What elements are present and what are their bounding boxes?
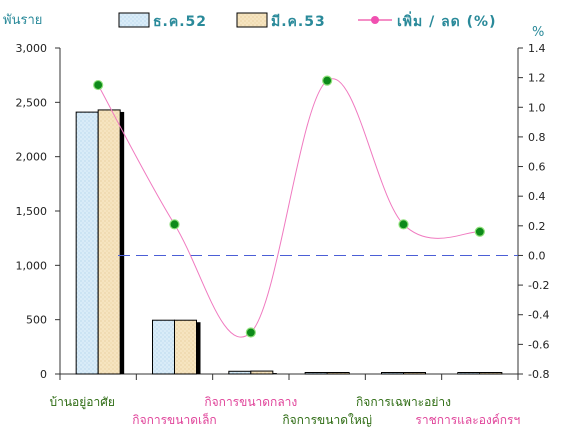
category-labels: บ้านอยู่อาศัยกิจการขนาดเล็ก กิจการขนาดกลา…: [49, 395, 520, 427]
bar-mar53: [326, 372, 350, 375]
left-tick-label: 1,000: [16, 259, 48, 272]
change-marker: [245, 327, 256, 338]
category-label: กิจการขนาดใหญ่: [282, 413, 372, 427]
legend-label-dec52: ธ.ค.52: [153, 14, 207, 30]
left-tick-label: 2,500: [16, 96, 48, 109]
category-label: ราชการและองค์กรฯ: [415, 413, 520, 427]
legend-label-change: เพิ่ม / ลด (%): [397, 11, 496, 30]
left-tick-label: 1,500: [16, 205, 48, 218]
change-markers: [93, 75, 485, 338]
legend-swatch-mar53: [236, 12, 268, 28]
right-axis-unit: %: [532, 25, 544, 40]
right-tick-label: 0.2: [528, 220, 546, 233]
change-line: [97, 78, 480, 338]
right-tick-label: -0.4: [528, 309, 549, 322]
right-tick-label: -0.2: [528, 279, 549, 292]
category-label: กิจการขนาดกลาง: [204, 395, 297, 409]
left-axis-ticks: 0 500 1,000 1,500 2,000 2,500 3,000: [16, 42, 60, 381]
x-axis-ticks: [59, 374, 519, 380]
change-marker: [93, 79, 104, 91]
right-tick-label: 1.4: [528, 42, 546, 55]
right-tick-label: 0.0: [528, 249, 546, 262]
bar-dec52: [152, 319, 175, 375]
left-axis-unit: พันราย: [3, 13, 42, 28]
bar-mar53: [403, 372, 426, 375]
right-tick-label: 0.6: [528, 161, 546, 174]
right-tick-label: -0.6: [528, 338, 549, 351]
bar-dec52: [75, 111, 99, 375]
bar-mar53: [479, 372, 503, 375]
change-marker: [169, 219, 180, 230]
category-label: บ้านอยู่อาศัย: [49, 395, 114, 410]
bar-dec52: [228, 370, 252, 375]
right-tick-label: 1.0: [528, 101, 546, 114]
right-tick-label: 0.8: [528, 131, 546, 144]
bar-dec52: [457, 372, 481, 375]
bar-mar53: [250, 370, 274, 375]
bar-mar53: [174, 319, 197, 375]
change-marker: [322, 75, 333, 86]
legend-label-mar53: มี.ค.53: [271, 14, 326, 30]
left-tick-label: 500: [26, 314, 47, 327]
right-tick-label: 1.2: [528, 72, 546, 85]
category-label: กิจการขนาดเล็ก: [132, 412, 216, 427]
legend-swatch-dec52: [118, 12, 150, 28]
bar-dec52: [381, 372, 404, 375]
left-tick-label: 2,000: [16, 151, 48, 164]
bar-mar53: [97, 109, 121, 375]
category-label: กิจการเฉพาะอย่าง: [356, 395, 451, 409]
right-tick-label: 0.4: [528, 190, 546, 203]
left-tick-label: 0: [40, 368, 47, 381]
legend-marker-change: [371, 16, 379, 24]
bars: [75, 109, 503, 375]
right-tick-label: -0.8: [528, 368, 549, 381]
change-marker: [474, 226, 485, 237]
left-tick-label: 3,000: [16, 42, 48, 55]
bar-dec52: [304, 372, 328, 375]
right-axis-ticks: -0.8 -0.6 -0.4 -0.2 0.0 0.2 0.4 0.6 0.8 1.0 1.2 1.4: [518, 42, 549, 381]
legend: ธ.ค.52 มี.ค.53 เพิ่ม / ลด (%): [118, 11, 496, 30]
change-marker: [398, 219, 409, 230]
